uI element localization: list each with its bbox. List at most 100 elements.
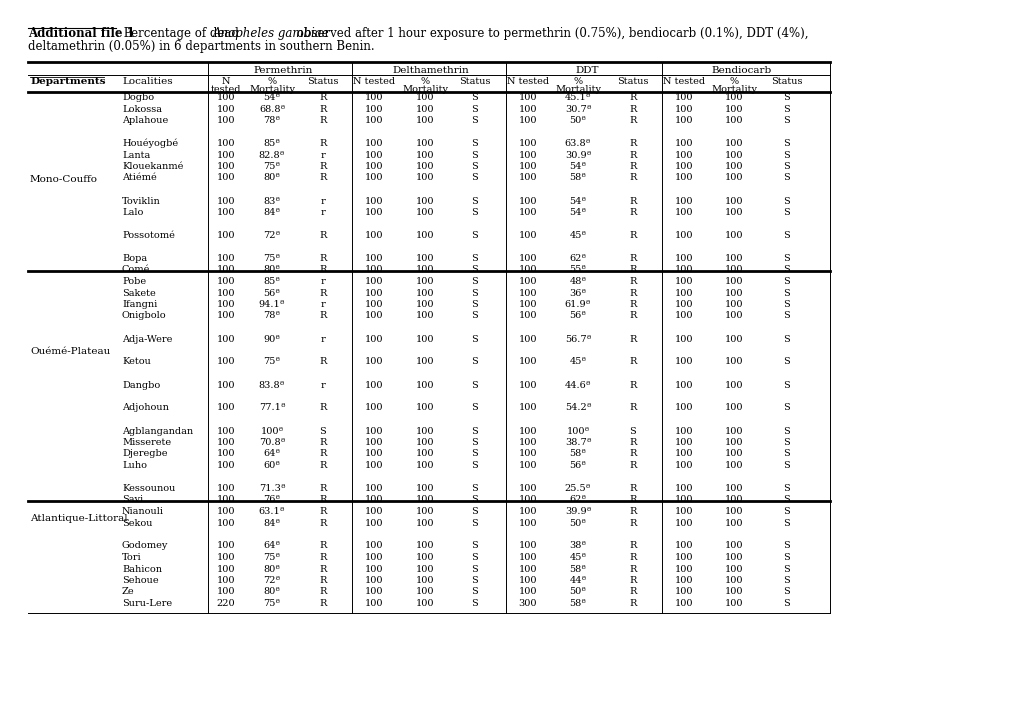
- Text: S: S: [471, 461, 478, 470]
- Text: R: R: [629, 438, 636, 447]
- Text: R: R: [319, 518, 326, 528]
- Text: 100ª: 100ª: [260, 426, 283, 436]
- Text: 30.9ª: 30.9ª: [565, 150, 591, 160]
- Text: 75ª: 75ª: [263, 599, 280, 608]
- Text: 100: 100: [416, 461, 434, 470]
- Text: 100: 100: [217, 461, 235, 470]
- Text: 100: 100: [675, 197, 693, 205]
- Text: R: R: [629, 380, 636, 390]
- Text: S: S: [783, 564, 790, 574]
- Text: : Percentage of dead: : Percentage of dead: [116, 27, 243, 40]
- Text: R: R: [629, 403, 636, 413]
- Text: 63.8ª: 63.8ª: [565, 139, 591, 148]
- Text: 100: 100: [675, 139, 693, 148]
- Text: R: R: [629, 564, 636, 574]
- Text: 100: 100: [725, 588, 743, 596]
- Text: Misserete: Misserete: [122, 438, 171, 447]
- Text: Sekou: Sekou: [122, 518, 153, 528]
- Text: S: S: [471, 507, 478, 516]
- Text: Lalo: Lalo: [122, 208, 144, 217]
- Text: N tested: N tested: [506, 76, 548, 86]
- Text: 100: 100: [416, 312, 434, 320]
- Text: Pobe: Pobe: [122, 277, 146, 286]
- Text: S: S: [471, 541, 478, 551]
- Text: 54ª: 54ª: [569, 162, 586, 171]
- Text: 100: 100: [217, 277, 235, 286]
- Text: R: R: [629, 93, 636, 102]
- Text: S: S: [471, 174, 478, 182]
- Text: 100: 100: [725, 289, 743, 297]
- Text: R: R: [319, 507, 326, 516]
- Text: Lokossa: Lokossa: [122, 104, 162, 114]
- Text: 90ª: 90ª: [263, 335, 280, 343]
- Text: 60ª: 60ª: [263, 461, 280, 470]
- Text: N tested: N tested: [353, 76, 394, 86]
- Text: 100: 100: [217, 358, 235, 366]
- Text: 100: 100: [365, 541, 383, 551]
- Text: 100: 100: [416, 588, 434, 596]
- Text: 100: 100: [365, 380, 383, 390]
- Text: S: S: [783, 254, 790, 263]
- Text: S: S: [471, 289, 478, 297]
- Text: 82.8ª: 82.8ª: [259, 150, 285, 160]
- Text: S: S: [471, 300, 478, 309]
- Text: R: R: [629, 197, 636, 205]
- Text: Bendiocarb: Bendiocarb: [711, 66, 771, 75]
- Text: observed after 1 hour exposure to permethrin (0.75%), bendiocarb (0.1%), DDT (4%: observed after 1 hour exposure to permet…: [292, 27, 808, 40]
- Text: 100: 100: [675, 518, 693, 528]
- Text: Status: Status: [770, 76, 802, 86]
- Text: 100: 100: [365, 358, 383, 366]
- Text: 100: 100: [519, 495, 537, 505]
- Text: S: S: [629, 426, 636, 436]
- Text: R: R: [319, 599, 326, 608]
- Text: S: S: [783, 162, 790, 171]
- Text: S: S: [471, 104, 478, 114]
- Text: 100: 100: [725, 150, 743, 160]
- Text: 100: 100: [519, 197, 537, 205]
- Text: 100: 100: [675, 495, 693, 505]
- Text: R: R: [629, 312, 636, 320]
- Text: 36ª: 36ª: [569, 289, 586, 297]
- Text: Klouekanmé: Klouekanmé: [122, 162, 183, 171]
- Text: Mortality: Mortality: [710, 84, 756, 94]
- Text: 63.1ª: 63.1ª: [259, 507, 285, 516]
- Text: 83.8ª: 83.8ª: [259, 380, 285, 390]
- Text: R: R: [319, 484, 326, 493]
- Text: 100: 100: [416, 518, 434, 528]
- Text: Ketou: Ketou: [122, 358, 151, 366]
- Text: 100: 100: [519, 289, 537, 297]
- Text: 100: 100: [519, 541, 537, 551]
- Text: Savi: Savi: [122, 495, 143, 505]
- Text: 100: 100: [725, 266, 743, 274]
- Text: 100: 100: [416, 266, 434, 274]
- Text: S: S: [471, 495, 478, 505]
- Text: r: r: [320, 335, 325, 343]
- Text: 100: 100: [365, 449, 383, 459]
- Text: 100: 100: [675, 449, 693, 459]
- Text: 100: 100: [217, 426, 235, 436]
- Text: S: S: [783, 518, 790, 528]
- Text: 100: 100: [725, 116, 743, 125]
- Text: 100: 100: [365, 231, 383, 240]
- Text: R: R: [629, 139, 636, 148]
- Text: 45ª: 45ª: [569, 231, 586, 240]
- Text: R: R: [629, 162, 636, 171]
- Text: r: r: [320, 150, 325, 160]
- Text: R: R: [319, 104, 326, 114]
- Text: R: R: [319, 449, 326, 459]
- Text: 100: 100: [416, 358, 434, 366]
- Text: S: S: [783, 461, 790, 470]
- Text: DDT: DDT: [575, 66, 598, 75]
- Text: Status: Status: [307, 76, 338, 86]
- Text: Ouémé-Plateau: Ouémé-Plateau: [30, 347, 110, 356]
- Text: 100: 100: [365, 289, 383, 297]
- Text: 100: 100: [725, 93, 743, 102]
- Text: Ifangni: Ifangni: [122, 300, 157, 309]
- Text: S: S: [471, 197, 478, 205]
- Text: 100: 100: [365, 426, 383, 436]
- Text: S: S: [471, 254, 478, 263]
- Text: 54.2ª: 54.2ª: [565, 403, 591, 413]
- Text: S: S: [783, 150, 790, 160]
- Text: 80ª: 80ª: [263, 564, 280, 574]
- Text: r: r: [320, 277, 325, 286]
